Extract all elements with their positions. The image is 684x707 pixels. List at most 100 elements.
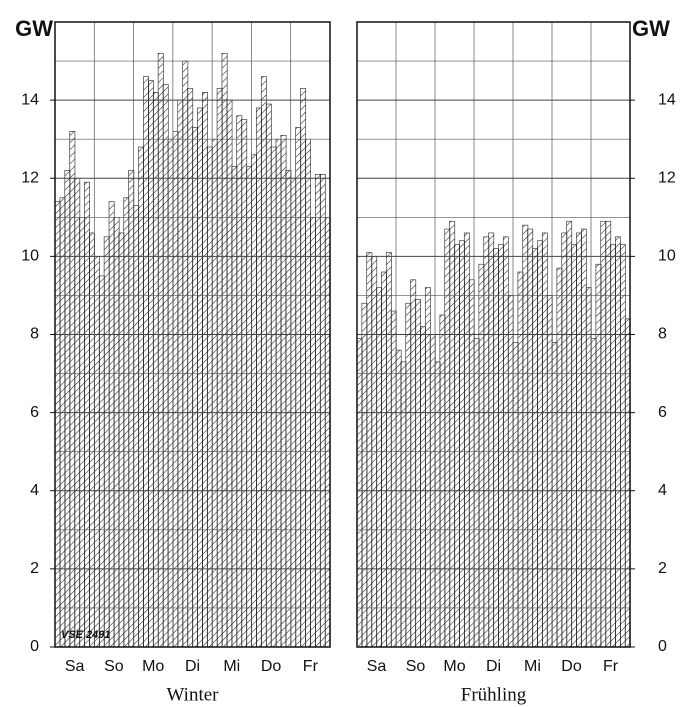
load-step [89,232,95,648]
load-step [424,287,431,648]
y-tick-label: 0 [30,638,39,655]
load-step [251,154,257,648]
load-step [221,52,228,648]
load-step [143,76,149,648]
y-axis-unit: GW [632,16,670,41]
load-step [595,263,602,648]
load-step [113,217,120,648]
y-tick-label: 8 [658,326,667,343]
load-step [580,228,587,648]
load-step [285,170,292,648]
load-step [385,252,392,648]
load-step [138,146,144,648]
load-step [390,310,397,648]
x-tick-label: Mo [142,658,164,675]
load-step [128,170,135,648]
load-step [79,217,86,648]
load-step [512,342,519,648]
load-step [84,181,90,648]
load-step [103,236,110,648]
load-step [517,271,524,648]
x-tick-label: Mi [223,658,240,675]
load-step [366,252,373,648]
load-step [300,88,307,648]
load-step [546,295,553,648]
load-step [473,338,480,648]
x-tick-label: Di [185,658,200,675]
load-step [527,228,534,648]
load-step [310,217,316,648]
y-tick-label: 10 [21,248,39,265]
load-step [123,197,130,648]
load-step [405,302,412,648]
load-step [541,232,548,648]
load-step [493,248,499,648]
load-step [483,236,490,648]
load-step [439,314,446,648]
load-step [148,80,154,648]
x-tick-label: Fr [603,658,619,675]
load-step [64,170,71,648]
load-step [478,263,485,648]
x-tick-label: Sa [65,658,85,675]
load-step [69,131,76,648]
y-tick-label: 12 [21,169,39,186]
load-step [507,295,514,648]
x-tick-label: Do [261,658,282,675]
x-tick-label: So [406,658,426,675]
x-tick-label: Mi [524,658,541,675]
panel-caption: Frühling [461,684,527,705]
load-step [206,146,213,648]
load-step [449,220,456,648]
load-step [488,232,495,648]
load-step [319,174,326,648]
load-step [275,138,282,648]
load-step [610,244,616,648]
load-step [59,197,66,648]
y-tick-label: 14 [658,91,676,108]
load-step [167,138,174,648]
y-tick-label: 6 [30,404,39,421]
y-tick-label: 6 [658,404,667,421]
load-step [133,205,140,648]
load-step [381,271,387,648]
load-step [615,236,621,648]
load-step [576,232,582,648]
load-step [236,115,243,648]
x-tick-label: Do [561,658,582,675]
load-step [162,84,169,648]
load-step [246,166,253,648]
load-step [361,302,368,648]
x-tick-label: Fr [303,658,319,675]
load-step [502,236,509,648]
load-step [434,361,441,648]
load-step [256,107,262,648]
x-tick-label: So [104,658,124,675]
annotation: VSE 2491 [61,629,111,641]
load-step [571,244,577,648]
plot-frame [54,21,331,648]
x-tick-label: Sa [367,658,387,675]
load-step [211,138,218,648]
load-step [561,232,568,648]
load-step [400,361,407,648]
load-step [444,228,451,648]
load-step [605,220,612,648]
load-step [270,146,277,648]
load-step [415,299,421,648]
load-step [231,166,238,648]
x-tick-label: Di [486,658,501,675]
load-step [108,201,115,648]
load-step [197,107,203,648]
plot-frame [356,21,631,648]
y-tick-label: 2 [30,560,39,577]
load-step [152,92,159,648]
load-step [356,338,363,648]
load-step [532,248,538,648]
load-step [498,244,504,648]
load-step [305,138,311,648]
load-step [157,52,164,648]
load-step [118,232,125,648]
load-step [376,287,382,648]
